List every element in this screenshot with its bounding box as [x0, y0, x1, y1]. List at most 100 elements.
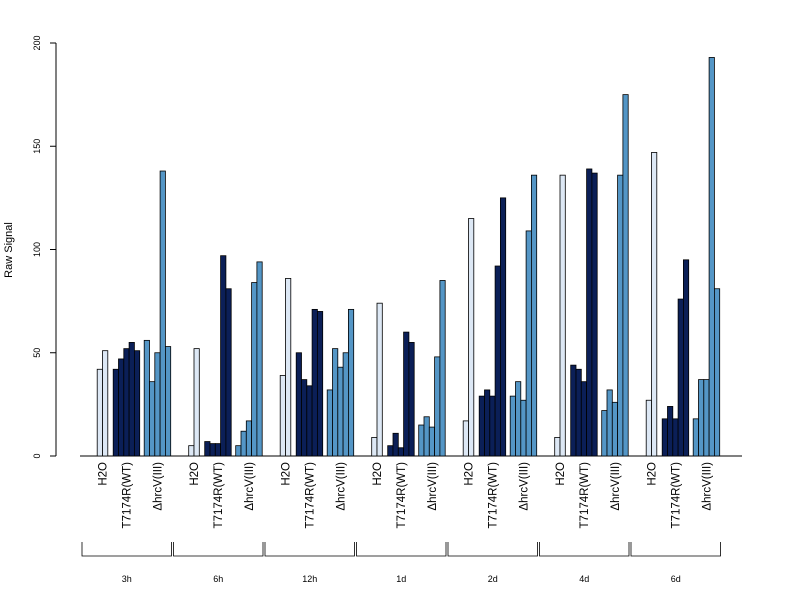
category-label: T7174R(WT) — [670, 462, 682, 529]
bar-2d-hrcv-iii-2 — [515, 381, 522, 457]
category-label: ΔhrcV(III) — [152, 462, 164, 511]
bar-1d-t7174r-wt-3 — [397, 447, 404, 457]
bar-4d-h2o-1 — [554, 437, 561, 457]
category-label: T7174R(WT) — [487, 462, 499, 529]
bar-4d-t7174r-wt-1 — [570, 364, 577, 457]
bar-2d-hrcv-iii-4 — [525, 230, 532, 457]
bar-3h-hrcv-iii-1 — [143, 339, 150, 457]
category-labels: H2O T7174R(WT) ΔhrcV(III) H2O T7174R(WT) Δhrc… — [98, 462, 714, 529]
timepoint-label: 2d — [488, 574, 498, 584]
bar-1d-t7174r-wt-5 — [408, 342, 415, 457]
bar-1d-hrcv-iii-5 — [439, 280, 446, 457]
timepoint-label: 1d — [396, 574, 406, 584]
bar-6h-h2o-1 — [188, 445, 195, 457]
y-axis-title-group: Raw Signal — [3, 222, 15, 278]
bar-6h-hrcv-iii-1 — [235, 445, 242, 457]
timepoint-bracket — [264, 542, 355, 557]
bar-3h-hrcv-iii-5 — [164, 346, 172, 457]
bar-1d-hrcv-iii-4 — [434, 356, 441, 457]
bar-4d-hrcv-iii-4 — [617, 174, 624, 457]
bar-3h-t7174r-wt-5 — [133, 350, 141, 457]
timepoint-label: 12h — [302, 574, 317, 584]
category-label: ΔhrcV(III) — [518, 462, 530, 511]
bar-3h-hrcv-iii-3 — [154, 352, 161, 457]
bar-4d-t7174r-wt-3 — [580, 381, 587, 457]
bar-1d-h2o-1 — [371, 437, 378, 457]
bar-3h-hrcv-iii-4 — [159, 170, 166, 457]
bar-4d-hrcv-iii-1 — [601, 410, 608, 457]
bar-3h-h2o-2 — [102, 350, 109, 457]
bar-2d-h2o-2 — [468, 218, 475, 457]
bar-12h-t7174r-wt-1 — [295, 352, 302, 457]
y-tick-label: 150 — [32, 139, 42, 154]
bar-3h-t7174r-wt-3 — [123, 348, 130, 457]
bar-12h-t7174r-wt-5 — [316, 311, 324, 457]
bar-12h-t7174r-wt-2 — [301, 379, 308, 457]
bar-12h-hrcv-iii-1 — [326, 389, 333, 457]
bar-6h-hrcv-iii-3 — [245, 420, 253, 457]
category-label: T7174R(WT) — [213, 462, 225, 529]
category-label: H2O — [555, 462, 567, 486]
bar-3h-t7174r-wt-4 — [128, 342, 135, 457]
timepoint-bracket — [447, 542, 538, 557]
bar-1d-h2o-2 — [376, 302, 383, 457]
bar-1d-t7174r-wt-1 — [387, 445, 394, 457]
category-label: ΔhrcV(III) — [701, 462, 713, 511]
bar-1d-hrcv-iii-2 — [423, 416, 430, 457]
timepoint-label: 4d — [579, 574, 589, 584]
bar-4d-t7174r-wt-2 — [575, 368, 582, 457]
bar-1d-hrcv-iii-3 — [428, 426, 435, 457]
bar-6d-h2o-1 — [645, 399, 652, 457]
category-label: H2O — [281, 462, 293, 486]
category-label: H2O — [372, 462, 384, 486]
timepoint-bracket — [539, 542, 630, 557]
bar-2d-t7174r-wt-1 — [478, 395, 485, 457]
bar-2d-t7174r-wt-2 — [484, 389, 491, 457]
bars — [96, 57, 721, 457]
bar-1d-t7174r-wt-4 — [403, 331, 410, 457]
bar-1d-hrcv-iii-1 — [418, 424, 425, 457]
bar-12h-hrcv-iii-3 — [337, 366, 344, 457]
bar-6d-t7174r-wt-4 — [677, 298, 684, 457]
bar-4d-hrcv-iii-5 — [622, 94, 629, 457]
timepoint-label: 3h — [122, 574, 132, 584]
bar-2d-t7174r-wt-3 — [489, 395, 496, 457]
category-label: ΔhrcV(III) — [427, 462, 439, 511]
bar-6d-t7174r-wt-5 — [683, 259, 690, 457]
bar-1d-t7174r-wt-2 — [392, 432, 399, 457]
bar-6h-t7174r-wt-5 — [225, 288, 232, 457]
bar-2d-hrcv-iii-5 — [531, 174, 538, 457]
bar-6d-hrcv-iii-4 — [708, 57, 715, 457]
bar-12h-t7174r-wt-4 — [311, 308, 318, 457]
category-label: H2O — [464, 462, 476, 486]
bar-6h-t7174r-wt-1 — [204, 441, 211, 457]
y-axis-title: Raw Signal — [3, 222, 15, 278]
bar-12h-hrcv-iii-5 — [347, 308, 355, 457]
bar-6d-t7174r-wt-2 — [667, 406, 674, 457]
category-label: H2O — [647, 462, 659, 486]
category-label: T7174R(WT) — [304, 462, 316, 529]
y-tick-label: 100 — [32, 242, 42, 257]
bar-6h-hrcv-iii-5 — [256, 261, 263, 457]
timepoint-bracket — [81, 542, 172, 557]
timepoint-brackets: 3h 6h 12h 1d 2d 4d 6d — [81, 542, 721, 584]
category-label: T7174R(WT) — [579, 462, 591, 529]
bar-6d-hrcv-iii-3 — [703, 379, 710, 457]
bar-6h-t7174r-wt-3 — [214, 443, 222, 457]
timepoint-label: 6d — [671, 574, 681, 584]
bar-12h-h2o-1 — [279, 375, 286, 457]
bar-6h-t7174r-wt-2 — [209, 443, 216, 457]
category-label: T7174R(WT) — [396, 462, 408, 529]
timepoint-label: 6h — [213, 574, 223, 584]
timepoint-bracket — [630, 542, 721, 557]
bar-4d-hrcv-iii-3 — [611, 401, 618, 457]
timepoint-bracket — [173, 542, 264, 557]
bar-6d-hrcv-iii-1 — [692, 418, 699, 457]
y-tick-label: 50 — [32, 348, 42, 358]
bar-6d-t7174r-wt-1 — [661, 418, 668, 457]
category-label: ΔhrcV(III) — [335, 462, 347, 511]
category-label: H2O — [189, 462, 201, 486]
bar-6d-h2o-2 — [651, 152, 658, 457]
bar-3h-h2o-1 — [96, 368, 103, 457]
bar-6h-h2o-2 — [193, 348, 200, 457]
